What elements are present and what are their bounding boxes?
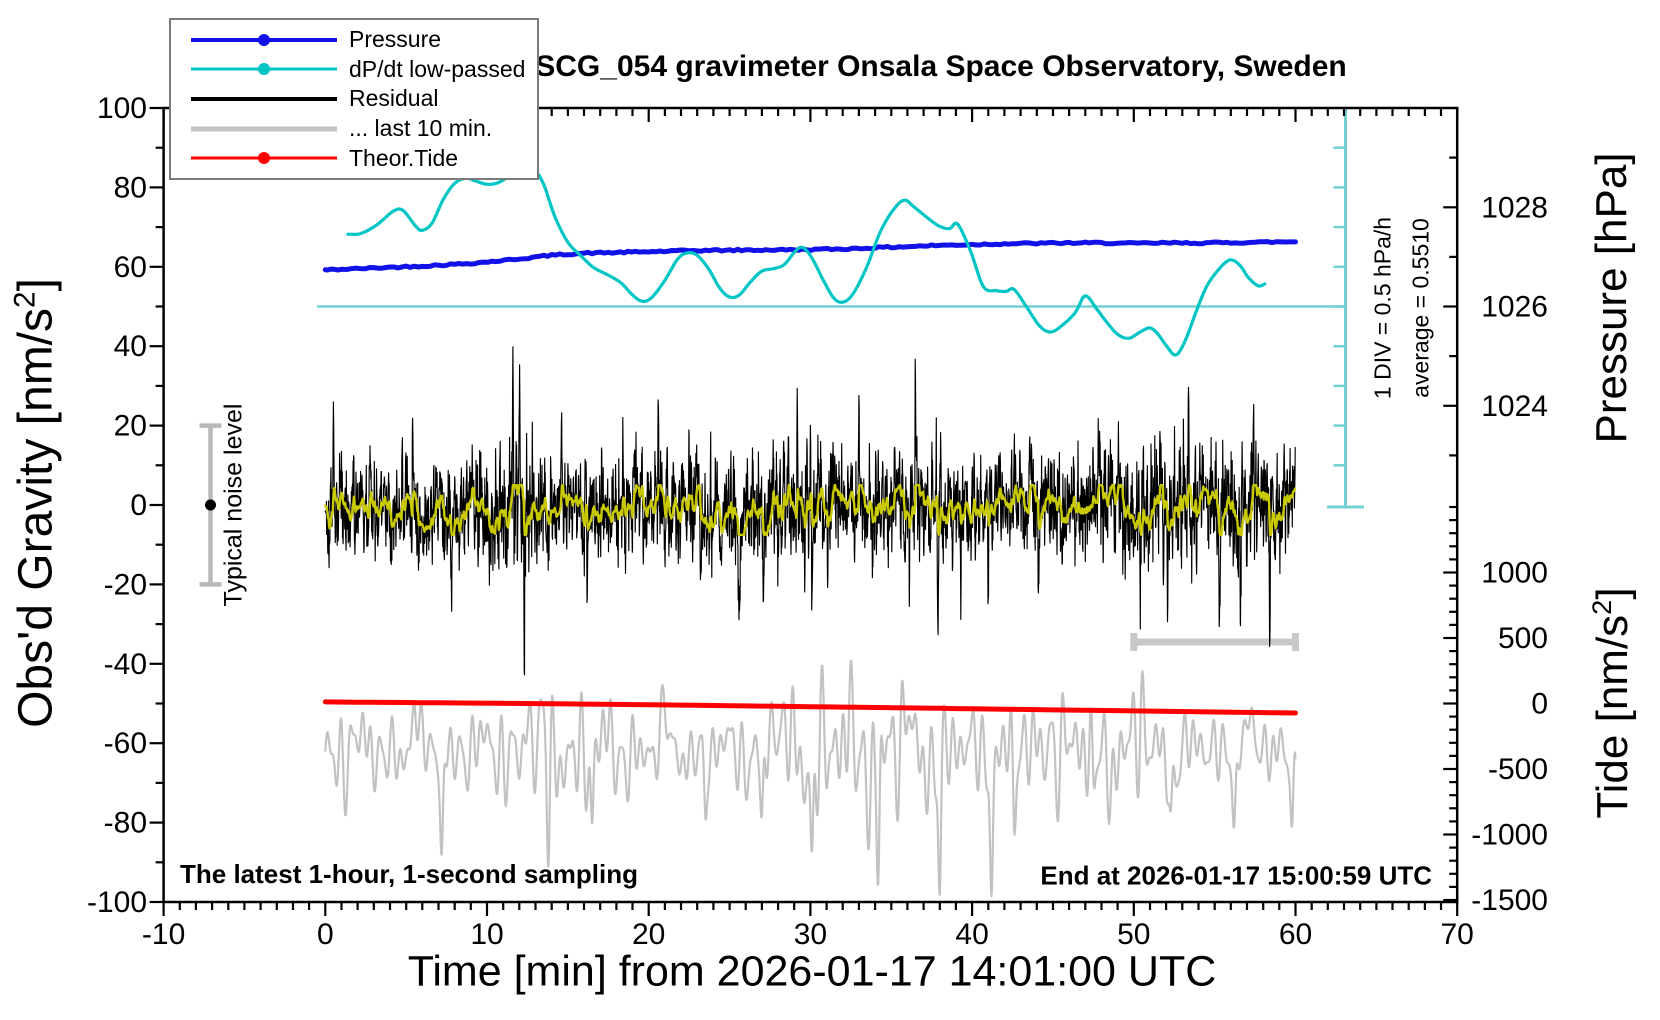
noise-level-dot: [204, 499, 216, 511]
x-tick-label: 30: [794, 918, 827, 951]
legend-item: Theor.Tide: [171, 145, 537, 172]
chart-title: SCG_054 gravimeter Onsala Space Observat…: [535, 50, 1347, 83]
end-time-note: End at 2026-01-17 15:00:59 UTC: [1040, 860, 1432, 891]
tide-axis-title: Tide [nm/s2]: [1586, 587, 1637, 819]
last10-series: [324, 659, 1297, 898]
legend-line-sample: [191, 92, 337, 106]
dpdt-series: [346, 163, 1267, 357]
legend-item: ... last 10 min.: [171, 115, 537, 142]
y-tick-label: 20: [114, 410, 147, 443]
residual-lowpass-series: [324, 484, 1297, 536]
y-tick-label: -100: [87, 886, 147, 919]
theor-tide-series: [322, 699, 1298, 716]
x-tick-label: 10: [470, 918, 503, 951]
x-tick-label: 20: [632, 918, 665, 951]
legend-line-sample: [191, 122, 337, 136]
y-tick-label: -60: [104, 727, 147, 760]
legend-item: Residual: [171, 85, 537, 112]
x-tick-label: 0: [317, 918, 334, 951]
pressure-axis-title: Pressure [hPa]: [1587, 152, 1636, 444]
div-scale-label: 1 DIV = 0.5 hPa/h: [1369, 216, 1396, 400]
x-axis-title: Time [min] from 2026-01-17 14:01:00 UTC: [407, 947, 1217, 996]
x-tick-label: 50: [1117, 918, 1150, 951]
y-tick-label: 40: [114, 330, 147, 363]
legend-label: ... last 10 min.: [349, 115, 493, 142]
tide-tick-label: -1500: [1471, 884, 1548, 917]
y-tick-label: -20: [104, 568, 147, 601]
legend-dot-icon: [258, 152, 270, 165]
y-tick-label: -80: [104, 807, 147, 840]
tide-tick-label: 1000: [1481, 557, 1548, 590]
legend-item: Pressure: [171, 26, 537, 53]
x-tick-label: 60: [1279, 918, 1312, 951]
tide-tick-label: -1000: [1471, 819, 1548, 852]
legend: Pressure dP/dt low-passed Residual ... last…: [169, 18, 539, 180]
y-tick-label: -40: [104, 648, 147, 681]
legend-line-sample: [191, 33, 337, 47]
x-tick-label: 40: [955, 918, 988, 951]
tide-tick-label: 0: [1531, 688, 1548, 721]
legend-item: dP/dt low-passed: [171, 56, 537, 83]
x-tick-label: -10: [142, 918, 185, 951]
legend-label: dP/dt low-passed: [349, 55, 526, 82]
legend-label: Residual: [349, 85, 439, 112]
legend-line-sample: [191, 62, 337, 76]
pressure-tick-label: 1026: [1481, 291, 1548, 324]
residual-series: [324, 346, 1296, 676]
legend-label: Pressure: [349, 26, 442, 53]
pressure-tick-label: 1024: [1481, 390, 1548, 423]
y-tick-label: 80: [114, 171, 147, 204]
tide-tick-label: -500: [1488, 753, 1548, 786]
pressure-series: [322, 239, 1298, 273]
legend-line-sample: [191, 151, 337, 165]
pressure-tick-label: 1028: [1481, 191, 1548, 224]
left-axis-title: Obs'd Gravity [nm/s2]: [8, 278, 63, 728]
legend-dot-icon: [258, 33, 270, 46]
noise-level-label: Typical noise level: [219, 403, 248, 607]
tide-tick-label: 500: [1498, 622, 1548, 655]
legend-label: Theor.Tide: [349, 144, 459, 171]
average-label: average = 0.5510: [1407, 218, 1434, 398]
legend-dot-icon: [258, 63, 270, 76]
sampling-note: The latest 1-hour, 1-second sampling: [180, 859, 638, 889]
y-tick-label: 0: [130, 489, 147, 522]
x-tick-label: 70: [1441, 918, 1474, 951]
y-tick-label: 60: [114, 251, 147, 284]
y-tick-label: 100: [97, 92, 147, 125]
